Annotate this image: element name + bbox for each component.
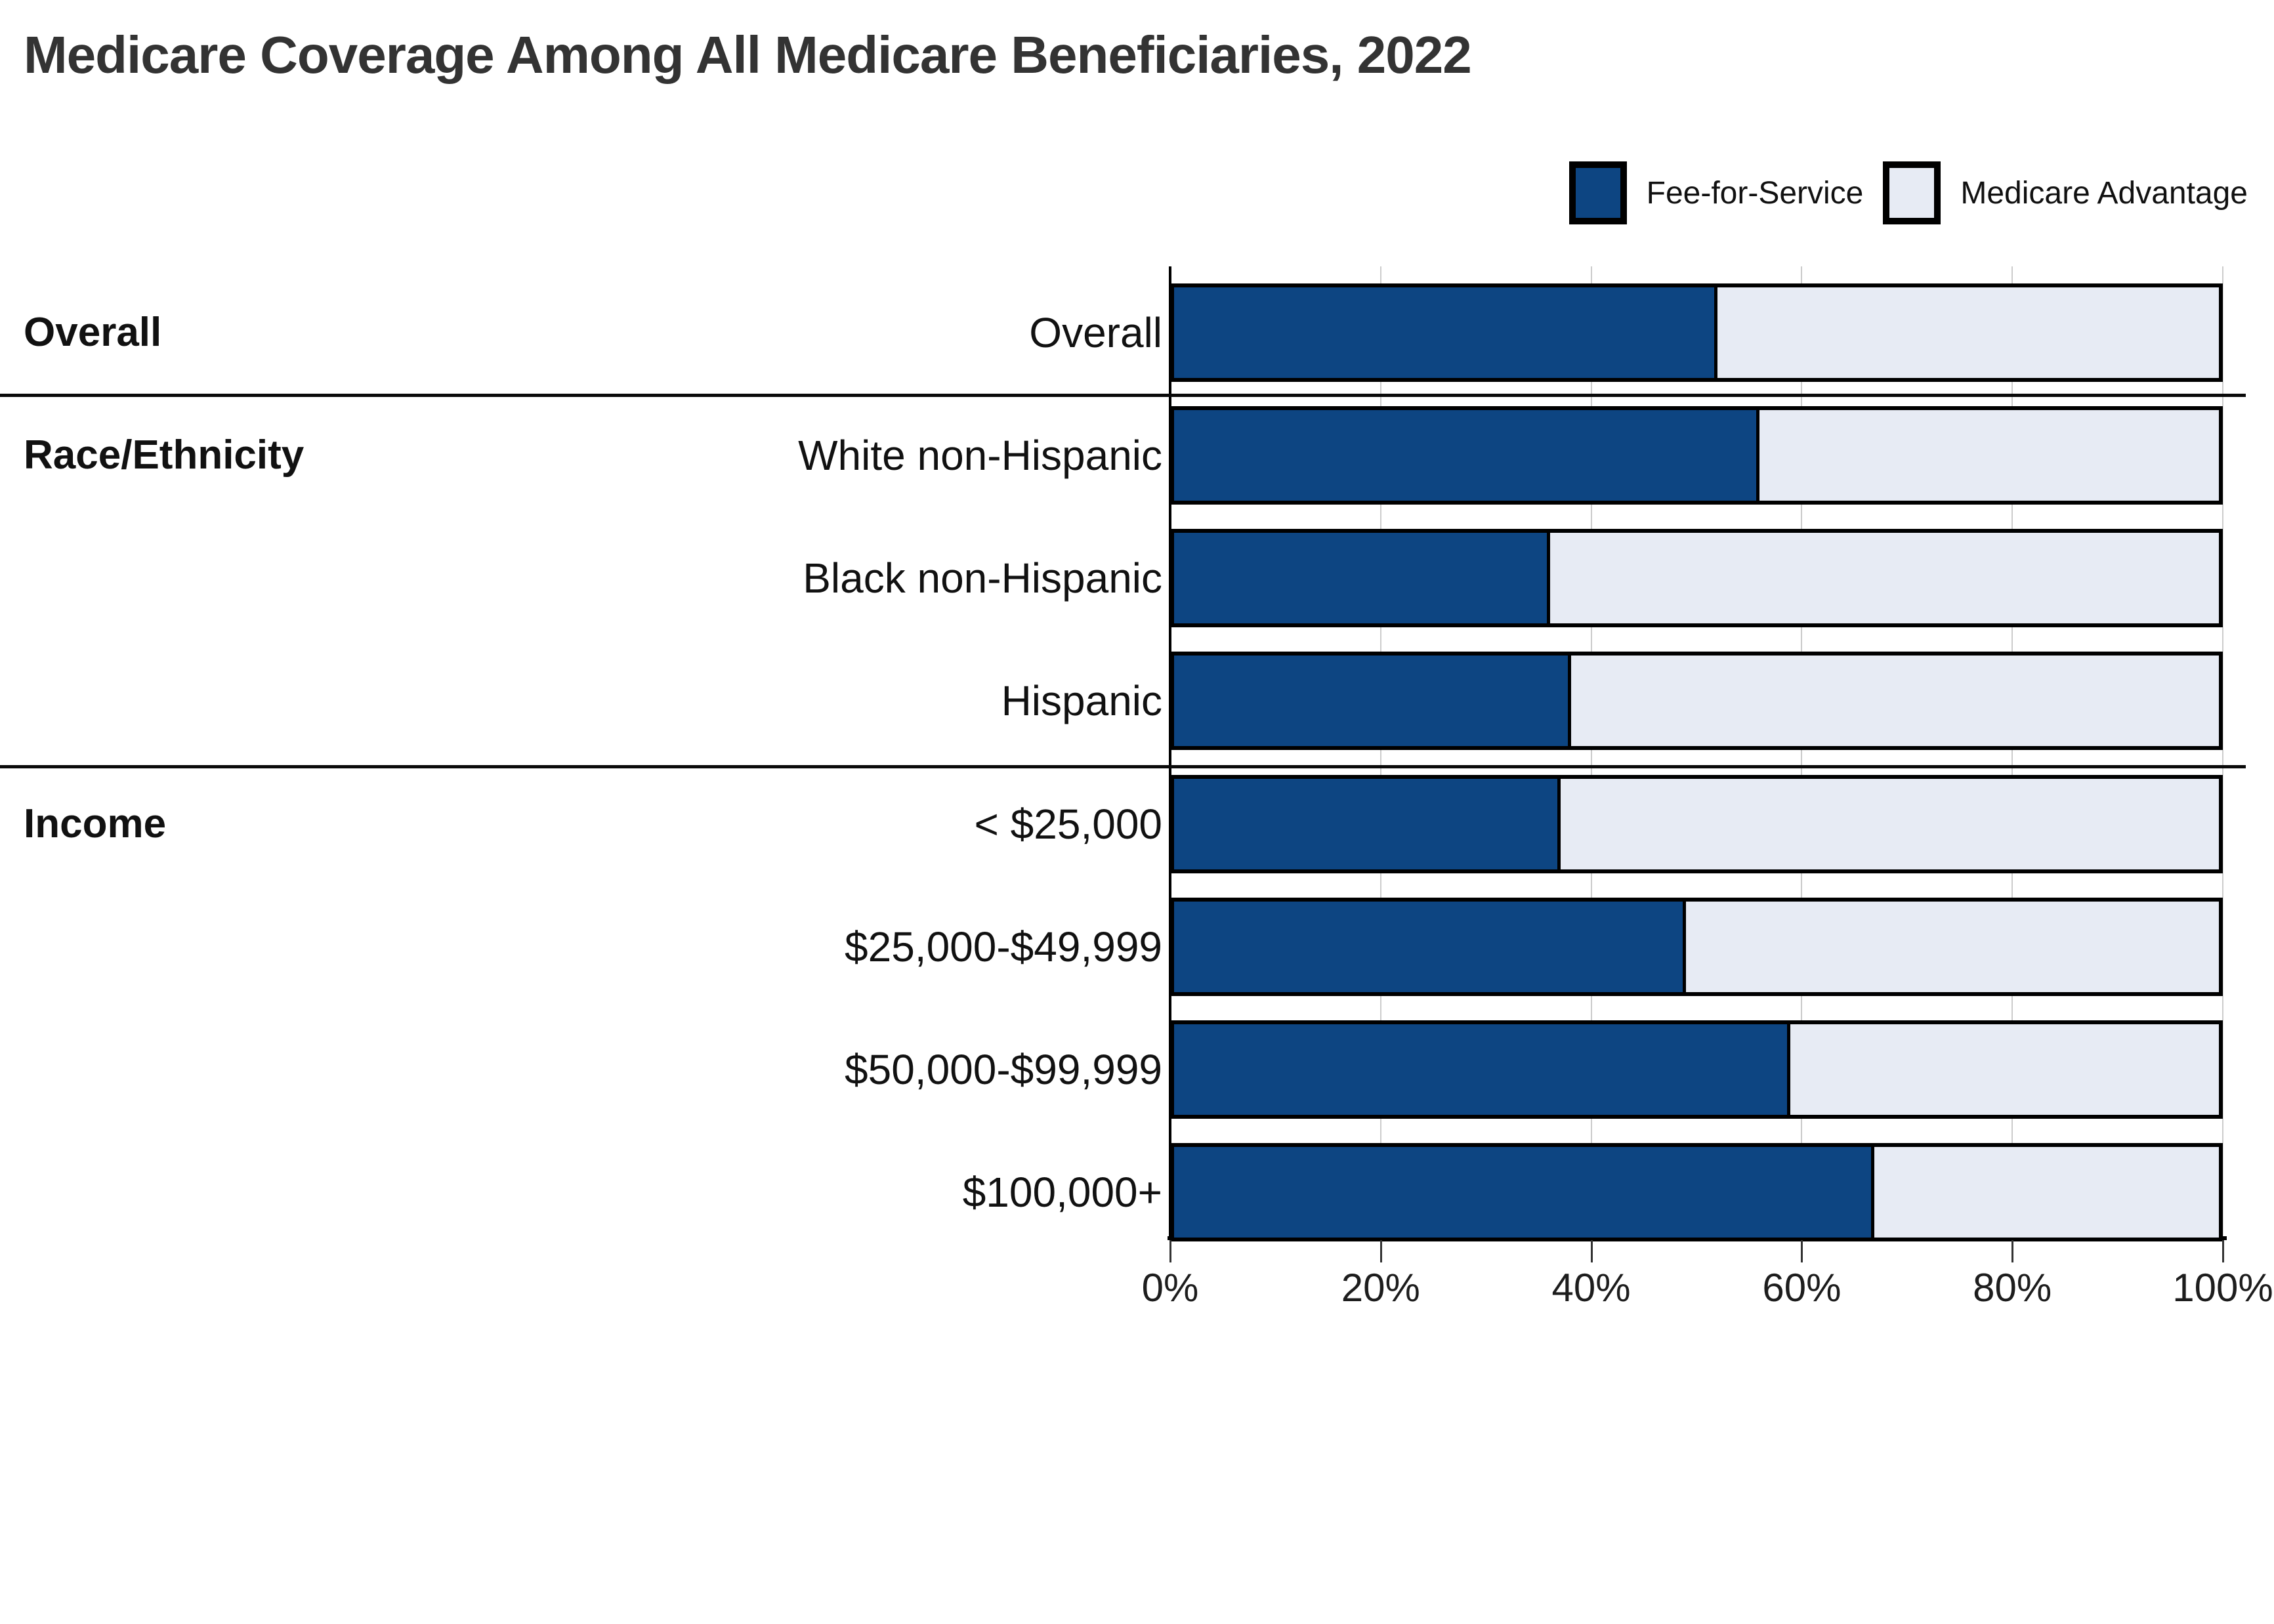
x-axis-tick-label: 80% [1973, 1266, 2052, 1310]
stacked-bar [1170, 1143, 2223, 1241]
chart-title: Medicare Coverage Among All Medicare Ben… [24, 26, 1472, 84]
fee-for-service-bar-segment [1174, 902, 1687, 992]
x-axis-tick-label: 20% [1341, 1266, 1420, 1310]
x-axis-tick-60% [1801, 1240, 1803, 1262]
category-label: $50,000-$99,999 [845, 1046, 1162, 1093]
category-label: Overall [1029, 309, 1162, 356]
legend-label-medicare-advantage: Medicare Advantage [1960, 175, 2248, 211]
group-label: Overall [24, 310, 162, 355]
stacked-bar [1170, 775, 2223, 873]
medicare-advantage-bar-segment [1686, 902, 2219, 992]
y-axis-line [1169, 266, 1171, 1240]
stacked-bar [1170, 406, 2223, 505]
group-label: Race/Ethnicity [24, 432, 305, 478]
gridline-80% [2011, 266, 2013, 1240]
fee-for-service-bar-segment [1174, 287, 1717, 378]
fee-for-service-bar-segment [1174, 1024, 1791, 1115]
medicare-advantage-bar-segment [1550, 533, 2219, 623]
category-label: Black non-Hispanic [803, 554, 1162, 602]
stacked-bar [1170, 652, 2223, 750]
category-label: White non-Hispanic [798, 432, 1162, 479]
x-axis-tick-80% [2011, 1240, 2014, 1262]
medicare-advantage-bar-segment [1561, 779, 2219, 869]
x-axis-tick-label: 100% [2172, 1266, 2273, 1310]
x-axis-tick-20% [1379, 1240, 1382, 1262]
x-axis-tick-label: 60% [1762, 1266, 1842, 1310]
gridline-100% [2222, 266, 2223, 1240]
stacked-bar [1170, 1020, 2223, 1119]
fee-for-service-bar-segment [1174, 1147, 1874, 1238]
fee-for-service-bar-segment [1174, 410, 1759, 501]
category-label: Hispanic [1001, 677, 1162, 724]
legend: Fee-for-Service Medicare Advantage [1569, 161, 2248, 224]
fee-for-service-bar-segment [1174, 779, 1561, 869]
x-axis-tick-40% [1590, 1240, 1593, 1262]
group-separator-race-income [0, 765, 2246, 768]
medicare-advantage-bar-segment [1874, 1147, 2219, 1238]
medicare-advantage-bar-segment [1717, 287, 2219, 378]
gridline-60% [1801, 266, 1803, 1240]
stacked-bar [1170, 283, 2223, 382]
legend-label-fee-for-service: Fee-for-Service [1646, 175, 1864, 211]
medicare-advantage-bar-segment [1570, 656, 2219, 746]
x-axis-tick-label: 0% [1141, 1266, 1199, 1310]
stacked-bar [1170, 529, 2223, 627]
category-label: < $25,000 [974, 801, 1163, 848]
x-axis-tick-100% [2222, 1240, 2224, 1262]
gridline-20% [1379, 266, 1381, 1240]
legend-swatch-fee-for-service [1569, 161, 1627, 224]
medicare-advantage-bar-segment [1790, 1024, 2219, 1115]
category-label: $25,000-$49,999 [845, 923, 1162, 970]
x-axis-tick-label: 40% [1551, 1266, 1631, 1310]
x-axis-tick-0% [1169, 1240, 1171, 1262]
medicare-advantage-bar-segment [1759, 410, 2219, 501]
group-label: Income [24, 801, 167, 846]
group-separator-overall [0, 394, 2246, 397]
stacked-bar [1170, 898, 2223, 996]
fee-for-service-bar-segment [1174, 656, 1571, 746]
gridline-40% [1590, 266, 1592, 1240]
fee-for-service-bar-segment [1174, 533, 1551, 623]
legend-swatch-medicare-advantage [1883, 161, 1941, 224]
category-label: $100,000+ [962, 1169, 1162, 1216]
